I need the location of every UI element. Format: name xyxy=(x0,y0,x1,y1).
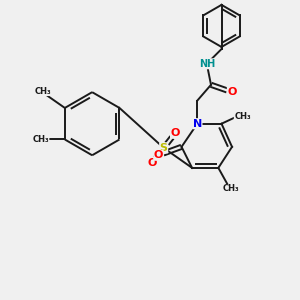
Text: O: O xyxy=(154,150,163,160)
Text: CH₃: CH₃ xyxy=(234,112,251,121)
Text: O: O xyxy=(147,158,157,168)
Text: CH₃: CH₃ xyxy=(32,135,49,144)
Text: CH₃: CH₃ xyxy=(223,184,239,194)
Text: NH: NH xyxy=(199,59,215,69)
Text: O: O xyxy=(171,128,180,138)
Text: O: O xyxy=(227,87,237,97)
Text: N: N xyxy=(193,119,202,129)
Text: S: S xyxy=(160,143,168,153)
Text: CH₃: CH₃ xyxy=(34,87,51,96)
